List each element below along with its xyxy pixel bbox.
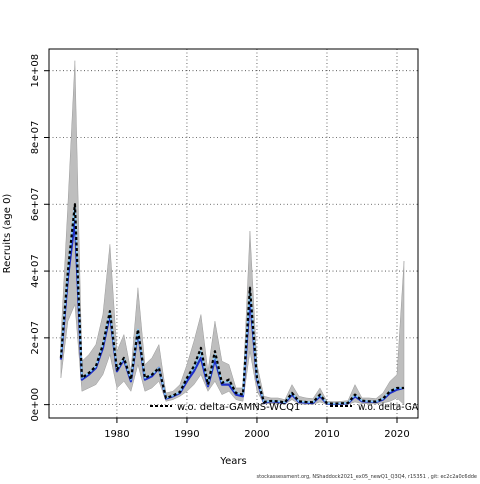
series-line-3 [59,203,404,405]
series-layer [59,203,405,406]
y-tick-label: 8e+07 [30,121,41,155]
y-axis-title: Recruits (age 0) [2,194,13,274]
y-tick-label: 4e+07 [30,254,41,288]
y-tick-label: 2e+07 [30,321,41,355]
x-axis-title: Years [219,456,246,467]
y-tick-label: 0e+00 [30,388,41,422]
axis-layer: 1980 1990 2000 2010 2020 0e+00 2e+07 4e+07 6e+07… [30,54,410,440]
confidence-band [60,60,405,406]
x-tick-label: 2010 [314,429,339,440]
x-tick-label: 2000 [244,429,269,440]
plot-frame [48,48,419,419]
confidence-band-layer [60,60,405,406]
y-tick-label: 1e+08 [30,54,41,88]
x-tick-label: 1990 [174,429,199,440]
x-tick-label: 2020 [384,429,409,440]
y-tick-label: 6e+07 [30,187,41,221]
x-tick-label: 1980 [104,429,129,440]
legend-entry-1: w.o. delta-GAMNS-WCQ1 [177,402,300,413]
footer-note: stockassessment.org, NShaddock2021_ex05_… [257,474,477,480]
legend: w.o. delta-GAMNS-WCQ1 w.o. delta-GA [150,402,418,413]
legend-entry-2: w.o. delta-GA [358,402,418,413]
